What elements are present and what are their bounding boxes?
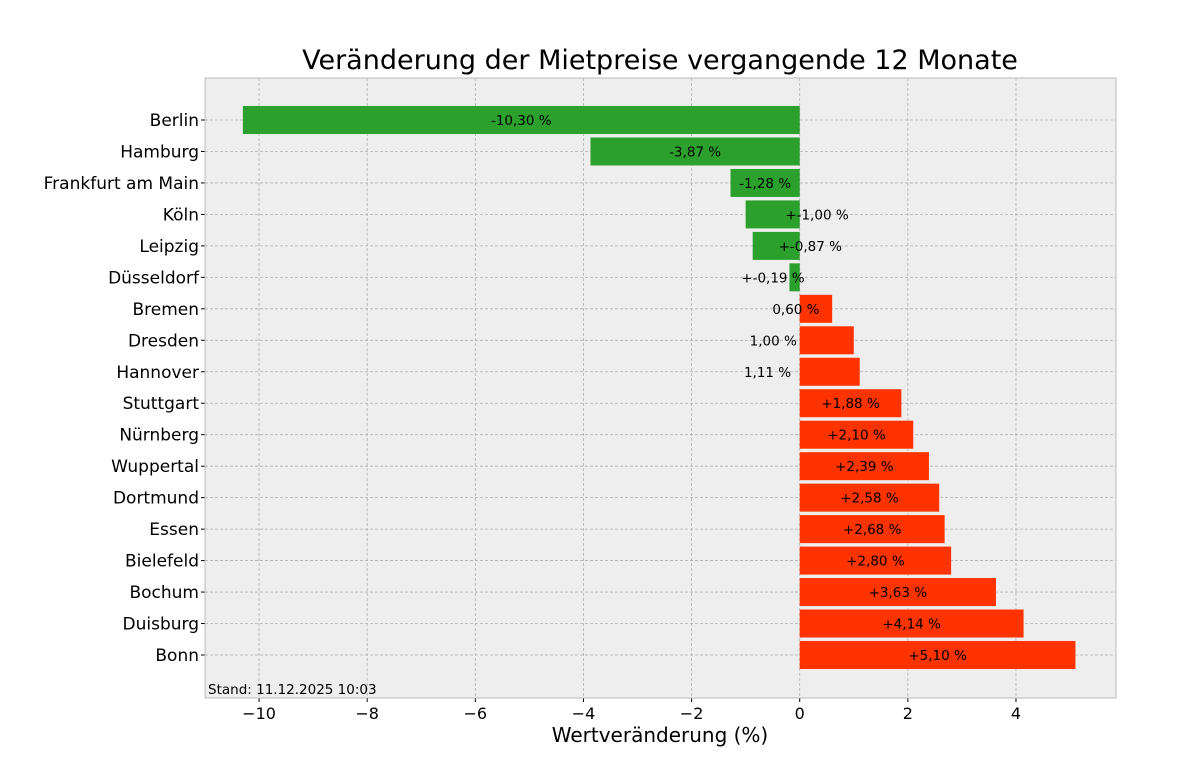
x-tick-label: −8: [355, 704, 379, 723]
bar-berlin: [242, 106, 800, 134]
y-tick-label: Duisburg: [123, 615, 200, 635]
bar-bielefeld: [799, 546, 952, 575]
y-tick-label: Frankfurt am Main: [44, 174, 199, 194]
plot-area: [204, 77, 1117, 699]
bar-bremen: [799, 294, 833, 323]
timestamp-annotation: Stand: 11.12.2025 10:03: [208, 682, 377, 698]
data-label: -3,87 %: [669, 144, 721, 160]
y-tick-label: Nürnberg: [119, 426, 199, 446]
bar-dortmund: [799, 483, 940, 512]
bar-nürnberg: [799, 420, 914, 449]
y-tick-label: Essen: [149, 520, 199, 540]
data-label: +-1,00 %: [785, 207, 849, 223]
bar-düsseldorf: [789, 263, 800, 292]
bar-wuppertal: [799, 452, 929, 481]
bar-köln: [745, 200, 800, 229]
bar-bochum: [799, 578, 996, 607]
x-axis: −10 −8 −6 −4 −2 0 2 4: [242, 698, 1021, 723]
bar-dresden: [799, 326, 854, 355]
data-label: 0,60 %: [772, 302, 819, 318]
x-tick-label: −10: [242, 704, 276, 723]
data-label: +2,10 %: [827, 428, 886, 444]
bar-frankfurt-am-main: [730, 168, 800, 197]
bar-essen: [799, 515, 945, 544]
data-label: +4,14 %: [882, 617, 941, 633]
data-label: +2,80 %: [846, 554, 905, 570]
bar-bonn: [799, 640, 1076, 669]
y-tick-label: Berlin: [150, 111, 199, 131]
y-tick-label: Stuttgart: [123, 394, 200, 414]
y-axis: Berlin Hamburg Frankfurt am Main Köln Leipzi…: [44, 111, 205, 666]
y-tick-label: Bremen: [132, 300, 199, 320]
data-label: 1,00 %: [750, 333, 797, 349]
y-tick-label: Bochum: [129, 583, 199, 603]
data-label: +2,39 %: [835, 459, 894, 475]
bar-hannover: [799, 357, 860, 386]
x-tick-label: 0: [795, 704, 805, 723]
y-tick-label: Dortmund: [113, 489, 199, 509]
data-label: +1,88 %: [821, 396, 880, 412]
x-tick-label: 2: [903, 704, 913, 723]
y-tick-label: Leipzig: [139, 237, 199, 257]
data-label: +5,10 %: [908, 648, 967, 664]
bars: [242, 106, 1076, 669]
y-tick-label: Bonn: [155, 646, 199, 666]
x-tick-label: −2: [680, 704, 704, 723]
bar-duisburg: [799, 609, 1024, 638]
y-tick-label: Dresden: [128, 331, 199, 351]
data-label: +2,68 %: [843, 522, 902, 538]
bar-hamburg: [590, 137, 800, 166]
x-tick-label: −4: [572, 704, 596, 723]
data-label: +3,63 %: [869, 585, 928, 601]
data-label: +2,58 %: [840, 491, 899, 507]
y-tick-label: Bielefeld: [125, 552, 199, 572]
y-tick-label: Düsseldorf: [108, 268, 200, 288]
data-labels: -10,30 % -3,87 % -1,28 % +-1,00 % +-0,87 % +-…: [491, 113, 967, 664]
data-label: -10,30 %: [491, 113, 552, 129]
y-tick-label: Wuppertal: [111, 457, 199, 477]
data-label: +-0,19 %: [741, 270, 805, 286]
data-label: +-0,87 %: [779, 239, 843, 255]
data-label: -1,28 %: [739, 176, 791, 192]
y-tick-label: Hamburg: [120, 142, 199, 162]
y-tick-label: Hannover: [116, 363, 199, 383]
x-tick-label: 4: [1011, 704, 1021, 723]
x-axis-label: Wertveränderung (%): [552, 723, 769, 747]
bar-leipzig: [752, 231, 800, 260]
x-tick-label: −6: [464, 704, 488, 723]
bar-stuttgart: [799, 389, 902, 418]
chart-title: Veränderung der Mietpreise vergangende 1…: [302, 45, 1018, 76]
data-label: 1,11 %: [744, 365, 791, 381]
y-tick-label: Köln: [163, 205, 199, 225]
